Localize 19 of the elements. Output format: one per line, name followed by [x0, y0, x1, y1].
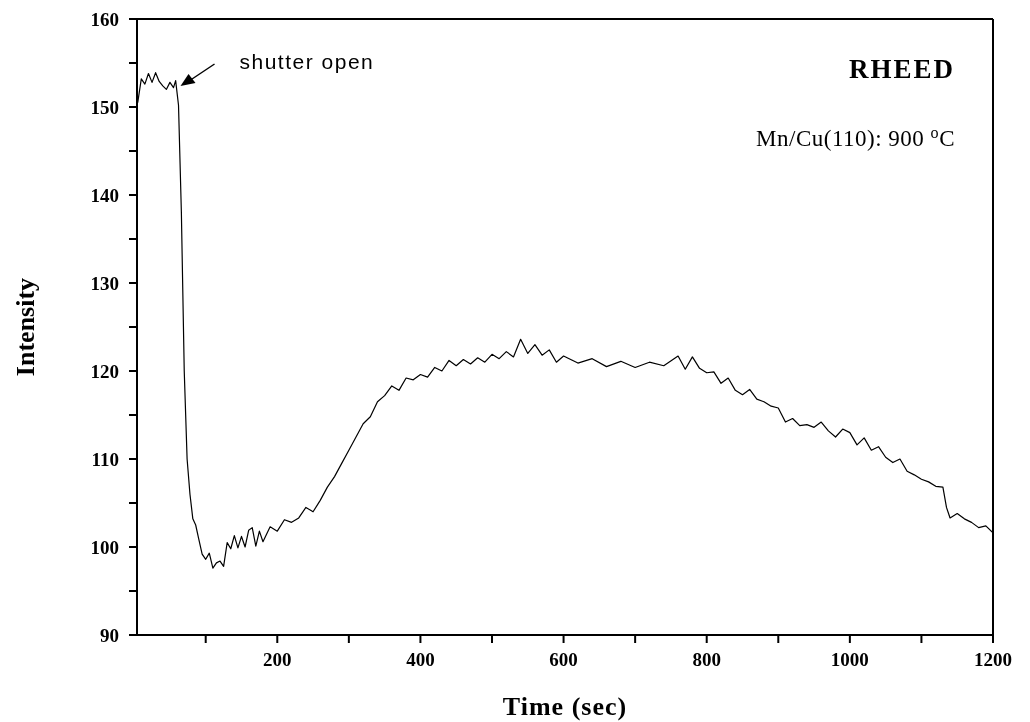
- x-tick-label: 400: [406, 649, 435, 671]
- x-tick-label: 600: [549, 649, 578, 671]
- y-axis-title: Intensity: [11, 277, 40, 377]
- annotation: Mn/Cu(110): 900 $^{o}$C: [756, 123, 955, 151]
- annotation: RHEED: [848, 54, 955, 84]
- y-tick-label: 110: [91, 448, 119, 470]
- y-tick-label: 160: [90, 8, 119, 30]
- x-tick-label: 1200: [974, 649, 1012, 671]
- y-tick-label: 90: [100, 624, 119, 646]
- y-tick-label: 140: [90, 184, 119, 206]
- y-tick-label: 100: [90, 536, 119, 558]
- x-axis-title: Time (sec): [502, 692, 628, 721]
- x-tick-label: 1000: [830, 649, 869, 671]
- annotation: shutter open: [239, 50, 375, 73]
- y-tick-label: 130: [90, 272, 119, 294]
- y-tick-label: 150: [90, 96, 119, 118]
- x-tick-label: 200: [263, 649, 292, 671]
- y-tick-label: 120: [90, 360, 119, 382]
- x-tick-label: 800: [692, 649, 721, 671]
